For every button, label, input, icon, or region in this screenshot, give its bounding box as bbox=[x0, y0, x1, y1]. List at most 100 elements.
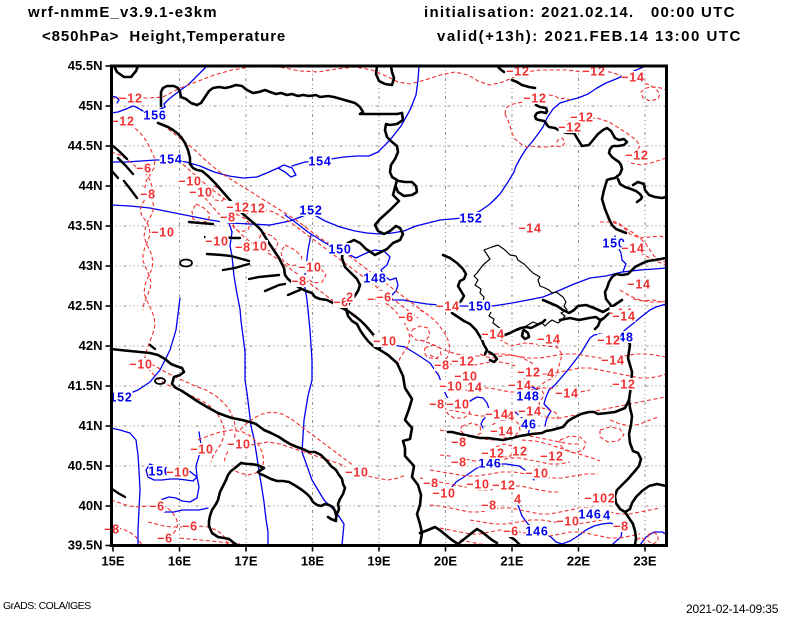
svg-text:−10: −10 bbox=[189, 186, 213, 200]
svg-text:−6: −6 bbox=[157, 532, 173, 546]
svg-text:−14: −14 bbox=[436, 300, 460, 314]
svg-text:48: 48 bbox=[618, 331, 634, 345]
svg-text:−6: −6 bbox=[136, 162, 152, 176]
svg-text:16E: 16E bbox=[168, 554, 191, 569]
svg-text:−12: −12 bbox=[597, 334, 621, 348]
svg-text:−12: −12 bbox=[558, 121, 582, 135]
svg-text:−10: −10 bbox=[439, 380, 463, 394]
svg-text:−12: −12 bbox=[111, 115, 135, 129]
svg-text:146: 146 bbox=[478, 457, 501, 471]
svg-text:23E: 23E bbox=[633, 554, 656, 569]
svg-text:21E: 21E bbox=[500, 554, 523, 569]
svg-text:−12: −12 bbox=[517, 366, 541, 380]
svg-text:−14: −14 bbox=[621, 242, 645, 256]
svg-text:10: 10 bbox=[252, 240, 268, 254]
svg-text:−12: −12 bbox=[523, 92, 547, 106]
svg-text:22E: 22E bbox=[567, 554, 590, 569]
svg-text:−6: −6 bbox=[503, 525, 519, 539]
svg-text:−14: −14 bbox=[485, 408, 509, 422]
svg-text:−8: −8 bbox=[481, 499, 497, 513]
svg-text:−10: −10 bbox=[466, 478, 490, 492]
svg-text:−12: −12 bbox=[612, 378, 636, 392]
svg-text:4: 4 bbox=[547, 367, 555, 381]
svg-text:150: 150 bbox=[148, 465, 171, 479]
svg-text:148: 148 bbox=[363, 272, 386, 286]
svg-text:146: 146 bbox=[578, 508, 601, 522]
svg-text:46: 46 bbox=[521, 418, 537, 432]
svg-text:−10: −10 bbox=[178, 175, 202, 189]
svg-text:154: 154 bbox=[308, 155, 331, 169]
svg-text:−14: −14 bbox=[612, 310, 636, 324]
svg-text:−10: −10 bbox=[525, 467, 549, 481]
svg-text:15E: 15E bbox=[101, 554, 124, 569]
svg-text:14: 14 bbox=[467, 381, 483, 395]
svg-text:−14: −14 bbox=[555, 387, 579, 401]
svg-text:−6: −6 bbox=[398, 311, 414, 325]
svg-text:−8: −8 bbox=[429, 398, 445, 412]
svg-text:41N: 41N bbox=[79, 418, 103, 433]
svg-text:12: 12 bbox=[512, 445, 528, 459]
svg-text:45.5N: 45.5N bbox=[68, 58, 103, 73]
svg-text:−12: −12 bbox=[625, 149, 649, 163]
svg-text:−14: −14 bbox=[508, 379, 532, 393]
svg-text:154: 154 bbox=[159, 153, 182, 167]
svg-text:152: 152 bbox=[109, 391, 132, 405]
svg-text:−10: −10 bbox=[227, 438, 251, 452]
svg-text:45N: 45N bbox=[79, 98, 103, 113]
svg-text:40N: 40N bbox=[79, 498, 103, 513]
svg-text:−8: −8 bbox=[291, 275, 307, 289]
svg-text:42N: 42N bbox=[79, 338, 103, 353]
svg-text:148: 148 bbox=[516, 390, 539, 404]
svg-text:42.5N: 42.5N bbox=[68, 298, 103, 313]
svg-text:−8: −8 bbox=[140, 188, 156, 202]
svg-text:−14: −14 bbox=[481, 328, 505, 342]
svg-text:43N: 43N bbox=[79, 258, 103, 273]
svg-text:−6: −6 bbox=[182, 520, 198, 534]
svg-text:−6: −6 bbox=[333, 296, 349, 310]
svg-text:−14: −14 bbox=[490, 425, 514, 439]
svg-text:−12: −12 bbox=[582, 65, 606, 79]
svg-text:−14: −14 bbox=[518, 222, 542, 236]
svg-text:−12: −12 bbox=[492, 479, 516, 493]
svg-text:20E: 20E bbox=[434, 554, 457, 569]
svg-text:−12: −12 bbox=[506, 65, 530, 79]
svg-text:−14: −14 bbox=[601, 354, 625, 368]
svg-text:−12: −12 bbox=[451, 355, 475, 369]
svg-text:−12: −12 bbox=[119, 92, 143, 106]
svg-text:−10: −10 bbox=[373, 335, 397, 349]
svg-text:12: 12 bbox=[250, 202, 266, 216]
svg-text:−12: −12 bbox=[481, 447, 505, 461]
svg-text:−14: −14 bbox=[537, 333, 561, 347]
svg-text:−14: −14 bbox=[627, 278, 651, 292]
svg-text:−6: −6 bbox=[149, 500, 165, 514]
svg-text:−10: −10 bbox=[446, 398, 470, 412]
svg-text:−10: −10 bbox=[166, 466, 190, 480]
svg-text:−10: −10 bbox=[345, 466, 369, 480]
svg-text:150: 150 bbox=[328, 243, 351, 257]
svg-text:−10: −10 bbox=[190, 443, 214, 457]
svg-text:−10: −10 bbox=[205, 235, 229, 249]
svg-text:41.5N: 41.5N bbox=[68, 378, 103, 393]
svg-text:−8: −8 bbox=[434, 359, 450, 373]
svg-text:146: 146 bbox=[525, 525, 548, 539]
svg-text:−8: −8 bbox=[451, 456, 467, 470]
svg-text:−14: −14 bbox=[621, 71, 645, 85]
svg-text:−6: −6 bbox=[376, 291, 392, 305]
svg-text:−10: −10 bbox=[129, 358, 153, 372]
svg-text:−8: −8 bbox=[220, 211, 236, 225]
svg-text:44N: 44N bbox=[79, 178, 103, 193]
svg-text:−10: −10 bbox=[298, 261, 322, 275]
svg-text:18E: 18E bbox=[301, 554, 324, 569]
svg-text:4: 4 bbox=[514, 493, 522, 507]
svg-text:17E: 17E bbox=[234, 554, 257, 569]
svg-text:44.5N: 44.5N bbox=[68, 138, 103, 153]
svg-text:−8: −8 bbox=[451, 436, 467, 450]
svg-text:−8: −8 bbox=[613, 520, 629, 534]
svg-text:−10: −10 bbox=[432, 487, 456, 501]
svg-text:−102: −102 bbox=[584, 492, 615, 506]
svg-text:−12: −12 bbox=[540, 450, 564, 464]
svg-text:4: 4 bbox=[603, 509, 611, 523]
svg-text:−10: −10 bbox=[151, 226, 175, 240]
svg-text:152: 152 bbox=[299, 204, 322, 218]
svg-text:39.5N: 39.5N bbox=[68, 538, 103, 553]
